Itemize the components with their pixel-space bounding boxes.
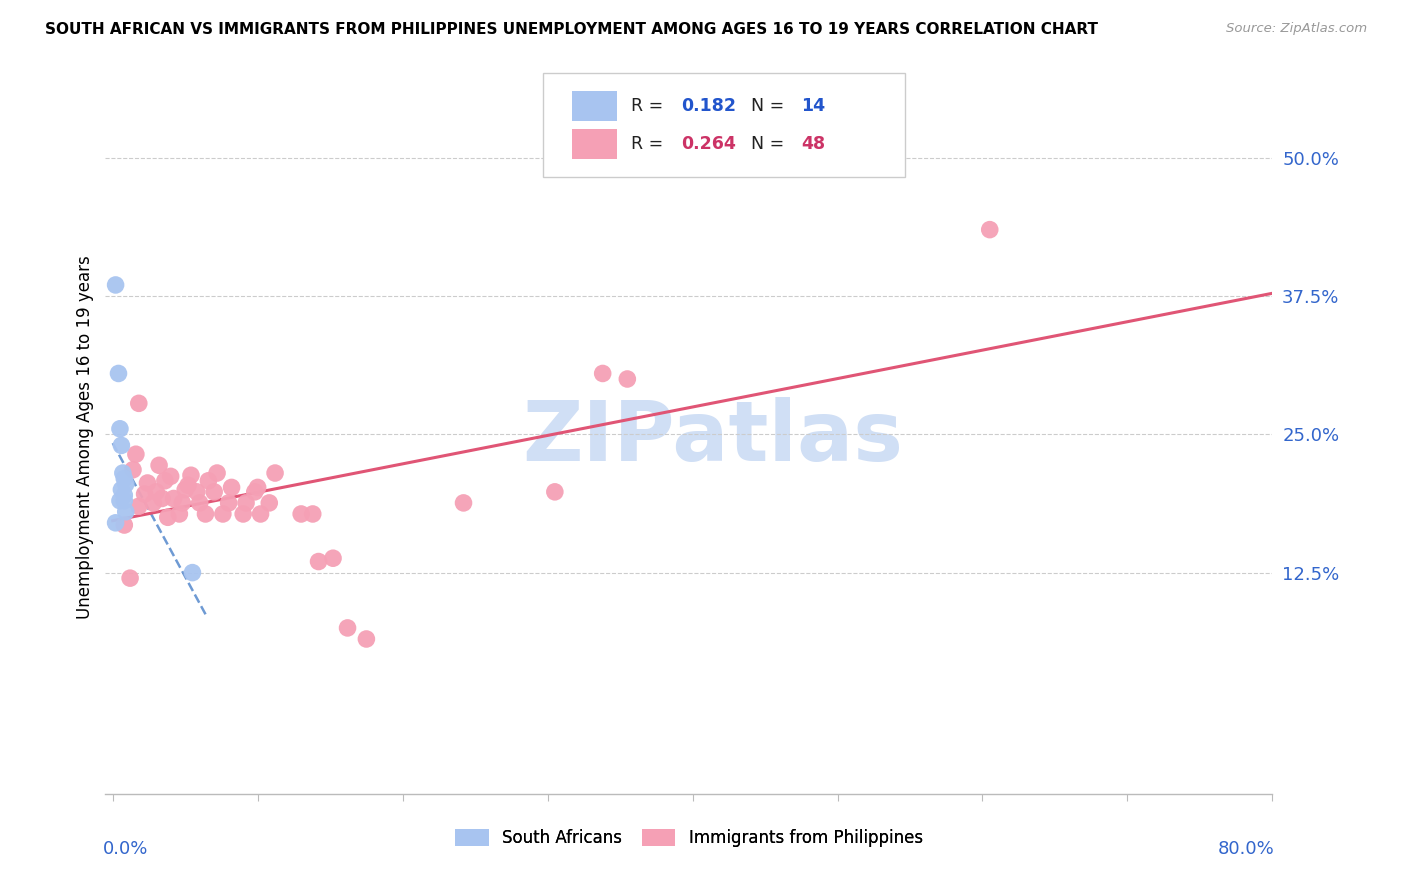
Point: [112, 472, 135, 486]
Text: 80.0%: 80.0%: [1218, 840, 1275, 858]
Point: [145, 484, 167, 499]
Point: [356, 632, 378, 646]
Point: [197, 474, 219, 488]
Point: [111, 466, 134, 480]
Point: [259, 496, 281, 510]
Point: [194, 507, 217, 521]
Point: [128, 396, 150, 410]
Point: [120, 571, 142, 585]
Point: [544, 484, 567, 499]
FancyBboxPatch shape: [572, 91, 617, 121]
Text: R =: R =: [631, 135, 668, 153]
Point: [235, 496, 257, 510]
Point: [188, 496, 211, 510]
Point: [232, 507, 254, 521]
Text: Source: ZipAtlas.com: Source: ZipAtlas.com: [1226, 22, 1367, 36]
Point: [150, 491, 173, 506]
Point: [108, 493, 131, 508]
Point: [322, 551, 344, 566]
Point: [169, 507, 191, 521]
Text: R =: R =: [631, 97, 668, 115]
Point: [243, 484, 266, 499]
Point: [110, 483, 132, 497]
Text: ZIPatlas: ZIPatlas: [522, 397, 903, 477]
FancyBboxPatch shape: [572, 128, 617, 159]
Point: [107, 367, 129, 381]
Point: [112, 518, 135, 533]
Point: [128, 500, 150, 514]
Point: [112, 493, 135, 508]
Text: N =: N =: [751, 135, 790, 153]
Point: [112, 488, 135, 502]
Point: [156, 510, 179, 524]
Text: 0.0%: 0.0%: [103, 840, 149, 858]
Legend: South Africans, Immigrants from Philippines: South Africans, Immigrants from Philippi…: [449, 822, 929, 854]
Point: [114, 477, 136, 491]
Point: [249, 507, 271, 521]
Point: [221, 480, 243, 494]
Point: [174, 483, 197, 497]
Point: [186, 484, 208, 499]
Point: [180, 468, 202, 483]
Text: N =: N =: [751, 97, 790, 115]
Point: [290, 507, 312, 521]
Point: [108, 422, 131, 436]
Text: 0.264: 0.264: [681, 135, 735, 153]
Point: [159, 469, 181, 483]
Point: [122, 463, 145, 477]
Point: [301, 507, 323, 521]
Point: [177, 478, 200, 492]
Point: [308, 555, 330, 569]
Text: SOUTH AFRICAN VS IMMIGRANTS FROM PHILIPPINES UNEMPLOYMENT AMONG AGES 16 TO 19 YE: SOUTH AFRICAN VS IMMIGRANTS FROM PHILIPP…: [45, 22, 1098, 37]
Point: [162, 491, 184, 506]
Point: [202, 484, 225, 499]
Point: [264, 466, 287, 480]
Point: [246, 480, 269, 494]
Point: [125, 447, 148, 461]
FancyBboxPatch shape: [543, 73, 905, 177]
Point: [453, 496, 475, 510]
Point: [114, 505, 136, 519]
Point: [148, 458, 170, 473]
Point: [616, 372, 638, 386]
Point: [142, 496, 165, 510]
Point: [181, 566, 204, 580]
Text: 0.182: 0.182: [681, 97, 735, 115]
Point: [979, 222, 1001, 236]
Point: [136, 475, 159, 490]
Text: 48: 48: [801, 135, 825, 153]
Point: [110, 438, 132, 452]
Point: [104, 277, 127, 292]
Point: [212, 507, 235, 521]
Point: [172, 496, 194, 510]
Point: [218, 496, 240, 510]
Point: [134, 487, 156, 501]
Point: [592, 367, 614, 381]
Point: [153, 474, 176, 488]
Y-axis label: Unemployment Among Ages 16 to 19 years: Unemployment Among Ages 16 to 19 years: [76, 255, 94, 619]
Point: [104, 516, 127, 530]
Text: 14: 14: [801, 97, 825, 115]
Point: [205, 466, 228, 480]
Point: [336, 621, 359, 635]
